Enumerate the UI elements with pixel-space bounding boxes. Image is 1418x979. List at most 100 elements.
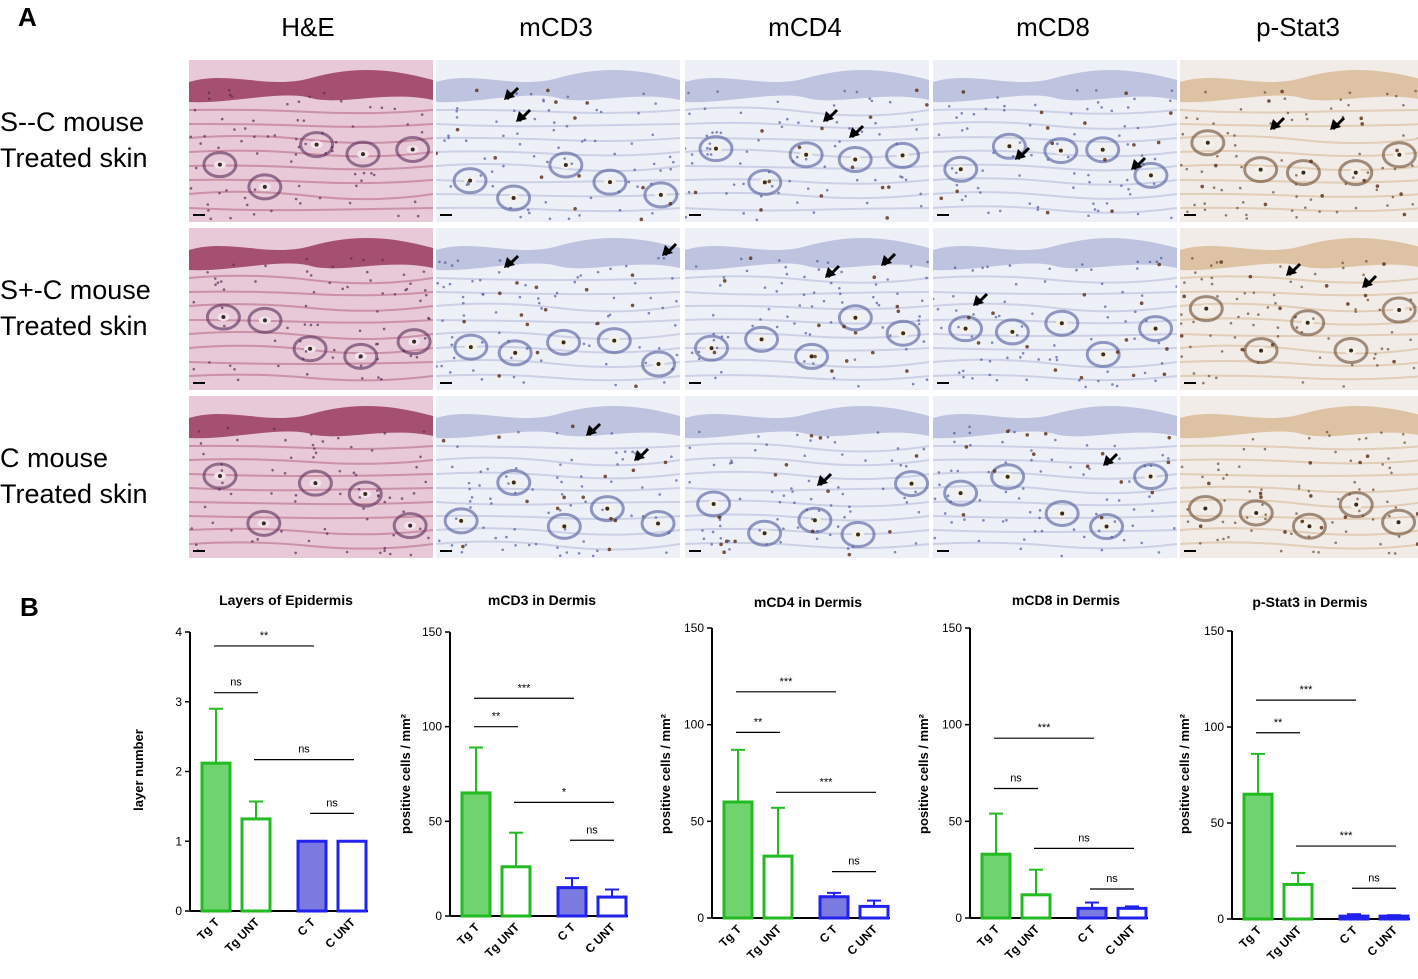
micrograph-c-mcd4: [685, 396, 929, 558]
micrograph-s-minus-c-mcd8: [933, 60, 1177, 222]
significance-label: ***: [518, 682, 532, 694]
x-tick-label: C UNT: [582, 920, 618, 956]
y-axis-label: layer number: [131, 729, 146, 811]
x-tick-label: Tg T: [716, 922, 744, 950]
x-tick-label: C UNT: [1364, 923, 1400, 959]
row-label-c: C mouse Treated skin: [0, 440, 182, 512]
x-tick-label: Tg UNT: [482, 920, 523, 961]
y-tick-label: 50: [691, 814, 705, 828]
micrograph-s-plus-c-mcd8: [933, 228, 1177, 390]
chart-1: Layers of Epidermis layer number 0 1 2 3 4 Tg T…: [131, 592, 368, 955]
bar-tg-t: [1242, 792, 1274, 921]
chart-5: p-Stat3 in Dermis positive cells / mm² 0 50…: [1177, 594, 1410, 963]
chart-title: mCD4 in Dermis: [754, 594, 862, 610]
significance-label: ns: [586, 824, 598, 836]
bar-tg-unt: [1282, 882, 1314, 921]
arrow-icon: [504, 254, 520, 269]
arrow-icon: [1103, 452, 1119, 467]
significance-label: ns: [1106, 873, 1118, 885]
y-tick-label: 1: [175, 834, 182, 848]
bar-c-t: [1338, 914, 1370, 921]
chart-3: mCD4 in Dermis positive cells / mm² 0 50 100…: [658, 594, 890, 962]
arrow-icon: [1270, 116, 1286, 131]
arrow-icon: [634, 447, 650, 462]
bar-c-t: [1076, 906, 1108, 920]
chart-title: mCD3 in Dermis: [488, 592, 596, 608]
micrograph-c-mcd3: [436, 396, 680, 558]
row-label-s-minus-c: S--C mouse Treated skin: [0, 104, 182, 176]
x-tick-label: Tg T: [1236, 923, 1264, 951]
row-label-line1: S--C mouse: [0, 107, 145, 137]
y-tick-label: 150: [1204, 624, 1224, 638]
x-tick-label: C T: [1337, 923, 1361, 947]
significance-label: **: [492, 711, 501, 723]
y-tick-label: 50: [1211, 816, 1225, 830]
x-tick-label: C UNT: [844, 922, 880, 958]
x-tick-label: Tg UNT: [744, 922, 785, 963]
micrograph-s-minus-c-pstat3: [1180, 60, 1418, 222]
significance-label: **: [754, 716, 763, 728]
significance-label: ***: [1340, 830, 1354, 842]
y-axis-label: positive cells / mm²: [398, 713, 413, 834]
y-tick-label: 4: [175, 625, 182, 639]
significance-label: ***: [780, 676, 794, 688]
y-axis-label: positive cells / mm²: [658, 713, 673, 834]
micrograph-s-plus-c-pstat3: [1180, 228, 1418, 390]
bar-tg-unt: [1020, 893, 1052, 920]
bar-c-unt: [336, 839, 368, 913]
micrograph-s-minus-c-he: [189, 60, 433, 222]
x-tick-label: C UNT: [1102, 922, 1138, 958]
column-header-pstat3: p-Stat3: [1256, 12, 1340, 42]
bar-tg-unt: [762, 854, 794, 920]
arrow-icon: [504, 86, 520, 101]
micrograph-s-plus-c-he: [189, 228, 433, 390]
bar-tg-t: [980, 852, 1012, 920]
chart-title: Layers of Epidermis: [219, 592, 353, 608]
y-axis-label: positive cells / mm²: [916, 713, 931, 834]
significance-label: ns: [1368, 872, 1380, 884]
bar-c-unt: [596, 895, 628, 918]
row-label-line2: Treated skin: [0, 143, 148, 173]
x-tick-label: C T: [295, 915, 319, 939]
y-tick-label: 50: [949, 814, 963, 828]
bar-charts-panel-b: Layers of Epidermis layer number 0 1 2 3 4 Tg T…: [131, 592, 1410, 963]
micrograph-c-mcd8: [933, 396, 1177, 558]
significance-label: ***: [1038, 722, 1052, 734]
x-tick-label: Tg UNT: [1264, 923, 1305, 964]
y-tick-label: 0: [1217, 912, 1224, 926]
bar-tg-unt: [500, 865, 532, 918]
y-tick-label: 0: [175, 904, 182, 918]
arrow-icon: [1362, 274, 1378, 289]
y-tick-label: 3: [175, 695, 182, 709]
bar-c-unt: [1378, 914, 1410, 921]
significance-label: ***: [820, 776, 834, 788]
x-tick-label: C T: [555, 920, 579, 944]
column-header-mcd8: mCD8: [1016, 12, 1090, 42]
y-tick-label: 100: [1204, 720, 1224, 734]
row-label-s-plus-c: S+-C mouse Treated skin: [0, 272, 182, 344]
x-tick-label: Tg T: [454, 920, 482, 948]
arrow-icon: [516, 108, 532, 123]
column-header-mcd3: mCD3: [519, 12, 593, 42]
arrow-icon: [586, 422, 602, 437]
x-tick-label: Tg UNT: [222, 915, 263, 956]
bar-c-unt: [858, 904, 890, 920]
bar-tg-t: [200, 761, 232, 913]
y-tick-label: 0: [435, 909, 442, 923]
significance-label: ns: [326, 797, 338, 809]
significance-label: ns: [848, 856, 860, 868]
panel-a-letter: A: [18, 2, 37, 32]
significance-label: **: [1274, 717, 1283, 729]
micrograph-c-he: [189, 396, 433, 558]
arrow-icon: [662, 242, 678, 257]
column-header-mcd4: mCD4: [768, 12, 842, 42]
row-label-line1: C mouse: [0, 443, 109, 473]
arrow-icon: [849, 124, 865, 139]
row-label-line2: Treated skin: [0, 311, 148, 341]
micrograph-c-pstat3: [1180, 396, 1418, 558]
x-tick-label: C T: [817, 922, 841, 946]
bar-c-unt: [1116, 906, 1148, 920]
y-tick-label: 2: [175, 765, 182, 779]
y-tick-label: 150: [942, 621, 962, 635]
significance-label: ns: [1010, 772, 1022, 784]
